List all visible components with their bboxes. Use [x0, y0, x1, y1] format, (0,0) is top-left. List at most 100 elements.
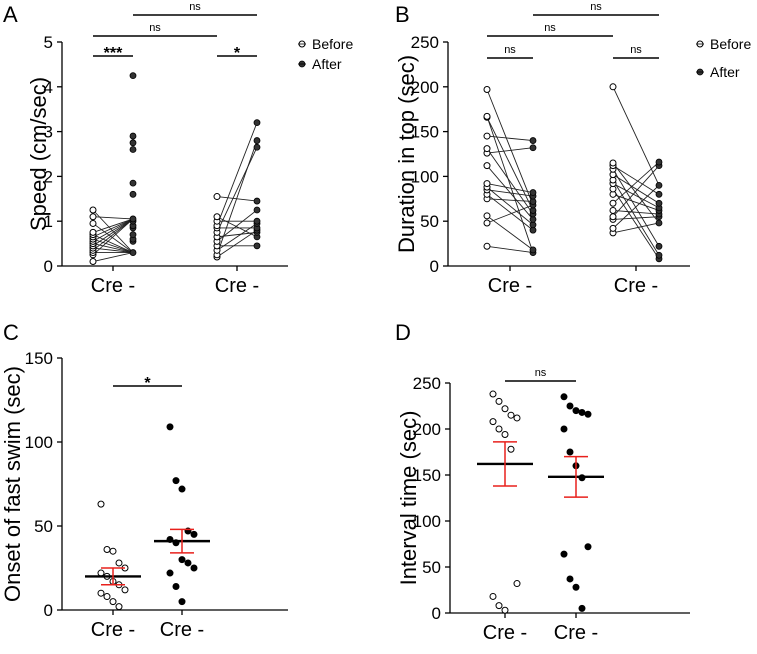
- filled-data-point: [566, 575, 574, 583]
- panel-letter: D: [395, 320, 411, 345]
- after-point: [655, 190, 663, 198]
- open-data-point: [97, 569, 105, 577]
- after-point: [655, 181, 663, 189]
- filled-data-point: [190, 564, 198, 572]
- filled-data-point: [166, 569, 174, 577]
- after-point: [253, 197, 261, 205]
- before-point: [483, 180, 491, 188]
- legend-label-before: Before: [710, 36, 751, 52]
- before-point: [483, 219, 491, 227]
- pair-line: [92, 218, 134, 233]
- significance-label: *: [144, 375, 151, 392]
- before-point: [89, 258, 97, 266]
- y-axis-label: Onset of fast swim (sec): [0, 366, 25, 602]
- before-point: [89, 228, 97, 236]
- panel-b: B 0 50 100 150 200 250 Duration in top (sec) Cre…: [394, 1, 751, 297]
- filled-data-point: [178, 556, 186, 564]
- x-category-label: Cre -: [483, 622, 527, 644]
- pair-line: [216, 196, 258, 202]
- after-point: [129, 72, 137, 79]
- after-point: [129, 190, 137, 198]
- filled-data-point: [166, 423, 174, 431]
- pair-line: [92, 209, 134, 253]
- open-data-point: [103, 546, 111, 554]
- significance-label: ns: [149, 22, 161, 34]
- after-point: [655, 219, 663, 227]
- pair-line: [216, 147, 258, 233]
- before-point: [609, 83, 617, 91]
- significance-label: ns: [189, 1, 201, 13]
- open-data-point: [507, 445, 515, 453]
- open-data-point: [121, 586, 129, 594]
- y-tick-label: 0: [432, 604, 441, 623]
- pair-line: [612, 165, 660, 195]
- filled-data-point: [578, 604, 586, 612]
- filled-data-point: [172, 477, 180, 485]
- y-tick-label: 5: [44, 33, 53, 52]
- y-tick-label: 3: [44, 123, 53, 142]
- after-point: [129, 139, 137, 147]
- after-point: [129, 132, 137, 140]
- pair-line: [486, 186, 534, 226]
- pair-line: [612, 188, 660, 260]
- pair-line: [216, 229, 258, 258]
- pair-line: [92, 218, 134, 238]
- pair-line: [612, 183, 660, 209]
- open-data-point: [103, 593, 111, 601]
- pair-line: [612, 162, 660, 224]
- after-point: [253, 242, 261, 250]
- after-point: [529, 144, 537, 152]
- pair-line: [486, 117, 534, 211]
- after-point: [129, 249, 137, 256]
- after-point: [655, 199, 663, 207]
- before-point: [483, 242, 491, 250]
- pair-line: [486, 183, 534, 193]
- before-point: [89, 213, 97, 221]
- pair-line: [612, 222, 660, 234]
- after-point: [655, 158, 663, 166]
- pair-line: [612, 193, 660, 211]
- x-category-label: Cre -: [554, 622, 598, 644]
- open-data-point: [495, 425, 503, 433]
- filled-data-point: [560, 393, 568, 401]
- pair-line: [216, 216, 258, 238]
- before-point: [483, 132, 491, 140]
- before-point: [483, 162, 491, 170]
- open-data-point: [513, 580, 521, 588]
- pair-line: [486, 193, 534, 231]
- open-data-point: [489, 390, 497, 398]
- pair-line: [486, 198, 534, 202]
- before-point: [609, 199, 617, 207]
- open-data-point: [109, 547, 117, 555]
- pair-line: [612, 86, 660, 186]
- pair-line: [612, 169, 660, 247]
- open-data-point: [489, 418, 497, 426]
- after-point: [253, 137, 261, 144]
- open-data-point: [501, 405, 509, 413]
- y-tick-label: 50: [422, 558, 441, 577]
- y-tick-label: 100: [413, 512, 441, 531]
- before-point: [609, 206, 617, 214]
- pair-line: [486, 116, 534, 253]
- before-point: [609, 159, 617, 167]
- before-point: [483, 212, 491, 220]
- pair-line: [612, 185, 660, 229]
- after-point: [655, 242, 663, 250]
- after-point: [253, 143, 261, 151]
- after-point: [129, 146, 137, 153]
- y-tick-label: 2: [44, 167, 53, 186]
- pair-line: [92, 234, 134, 253]
- x-category-label: Cre -: [488, 275, 532, 297]
- pair-line: [92, 216, 134, 220]
- pair-line: [612, 165, 660, 218]
- filled-data-point: [572, 583, 580, 591]
- filled-data-point: [184, 559, 192, 567]
- y-tick-label: 1: [44, 212, 53, 231]
- x-category-label: Cre -: [91, 275, 135, 297]
- after-point: [129, 215, 137, 223]
- y-tick-label: 200: [413, 420, 441, 439]
- open-data-point: [109, 598, 117, 606]
